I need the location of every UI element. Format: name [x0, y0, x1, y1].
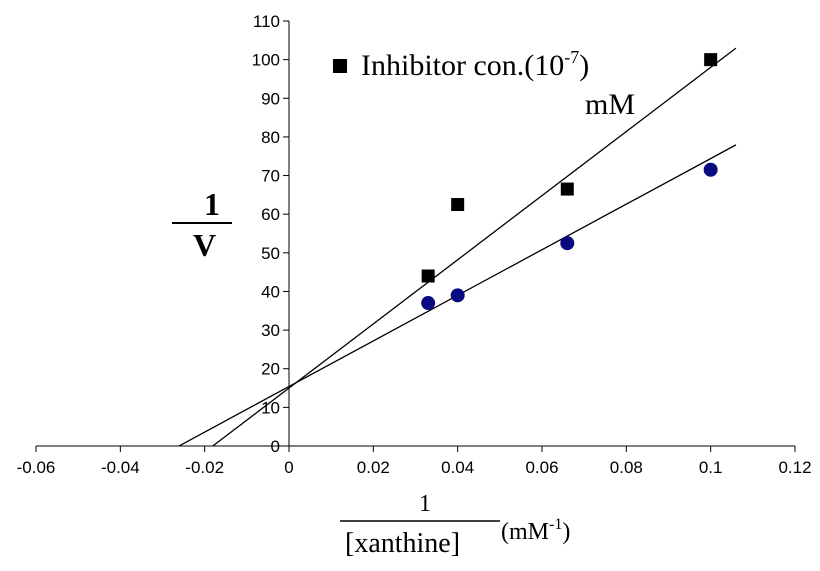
- data-point-square: [421, 269, 435, 283]
- x-label-denominator: [xanthine]: [345, 528, 460, 559]
- x-tick-label: 0.06: [525, 458, 558, 477]
- fit-line-series-1: [212, 47, 737, 447]
- x-label-unit: (mM-1): [501, 516, 570, 545]
- x-tick-label: 0.08: [610, 458, 643, 477]
- y-tick-label: 100: [252, 51, 280, 70]
- data-point-square: [451, 198, 465, 212]
- x-tick-label: -0.04: [101, 458, 140, 477]
- y-axis-label: 1 V: [172, 186, 232, 263]
- y-tick-label: 110: [253, 12, 280, 31]
- x-tick-label: 0.12: [778, 458, 811, 477]
- legend: Inhibitor con.(10-7) mM: [333, 47, 635, 121]
- y-label-numerator: 1: [204, 186, 220, 222]
- x-label-numerator: 1: [419, 491, 431, 517]
- data-point-circle: [703, 162, 718, 177]
- data-point-square: [704, 53, 718, 67]
- y-tick-label: 10: [261, 398, 280, 417]
- legend-label-line2: mM: [585, 88, 635, 121]
- data-point-circle: [450, 288, 465, 303]
- x-tick-label: 0.02: [357, 458, 390, 477]
- y-tick-label: 70: [261, 167, 280, 186]
- data-point-square: [560, 182, 574, 196]
- x-tick-label: -0.02: [185, 458, 224, 477]
- x-tick-label: -0.06: [17, 458, 56, 477]
- x-tick-label: 0.1: [699, 458, 723, 477]
- legend-label: Inhibitor con.(10-7): [361, 47, 589, 82]
- y-tick-label: 90: [261, 89, 280, 108]
- y-tick-label: 0: [271, 437, 280, 456]
- data-point-circle: [421, 296, 436, 311]
- x-tick-label: 0: [284, 458, 293, 477]
- x-tick-label: 0.04: [441, 458, 474, 477]
- y-tick-label: 80: [261, 128, 280, 147]
- x-axis-label: 1 [xanthine] (mM-1): [340, 491, 570, 559]
- y-tick-label: 40: [261, 282, 280, 301]
- y-label-denominator: V: [193, 227, 216, 263]
- y-tick-label: 30: [261, 321, 280, 340]
- data-point-circle: [560, 236, 575, 251]
- y-tick-label: 50: [261, 244, 280, 263]
- legend-square-marker: [333, 59, 347, 73]
- y-tick-label: 60: [261, 205, 280, 224]
- y-tick-label: 20: [261, 360, 280, 379]
